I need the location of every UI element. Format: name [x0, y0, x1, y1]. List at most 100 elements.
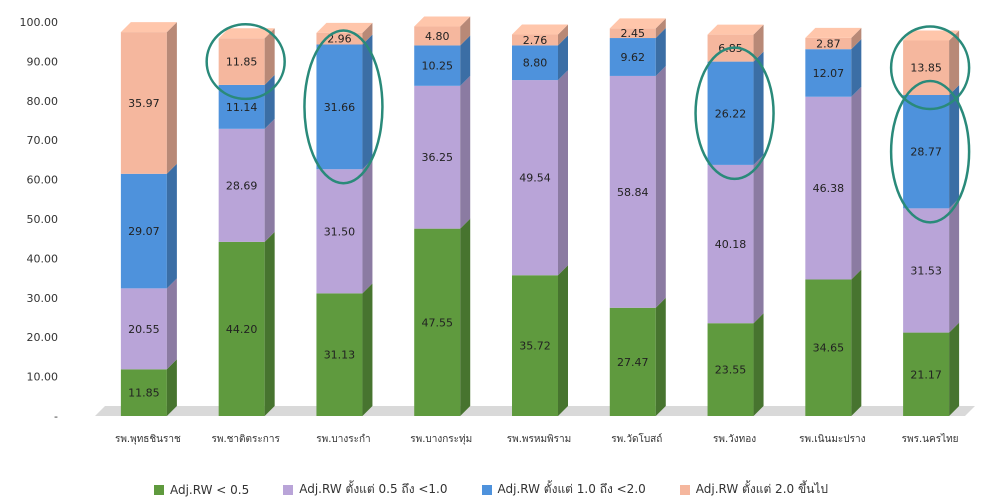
legend-label: Adj.RW ตั้งแต่ 1.0 ถึง <2.0: [497, 482, 646, 496]
bar-segment-side: [558, 35, 568, 81]
data-label: 58.84: [617, 186, 649, 199]
legend-item: Adj.RW < 0.5: [153, 480, 249, 499]
category-label: รพ.เนินมะปราง: [799, 434, 866, 445]
data-label: 13.85: [910, 62, 942, 75]
bar-segment: [512, 34, 558, 46]
data-label: 4.80: [425, 30, 450, 43]
data-label: 2.76: [523, 34, 548, 47]
bar-segment-side: [264, 231, 275, 416]
bar-segment-side: [655, 65, 666, 308]
bar-segment-side: [264, 28, 275, 85]
data-label: 2.45: [621, 27, 646, 40]
bar-segment-side: [558, 265, 568, 416]
bar-segment: [805, 96, 852, 280]
data-label: 35.97: [128, 97, 160, 110]
chart-canvas: - 10.00 20.00 30.00 40.00 50.00 60.00 70.00 80.0…: [20, 16, 975, 445]
bar-segment-side: [949, 30, 960, 96]
y-tick-label: 90.00: [27, 55, 59, 68]
data-label: 47.55: [421, 316, 453, 329]
category-label: รพ.พรหมพิราม: [507, 434, 571, 445]
bar-segment-top: [512, 24, 568, 35]
bar-segment-top: [120, 22, 177, 33]
bar-segment-side: [753, 154, 764, 324]
legend-label: Adj.RW ตั้งแต่ 2.0 ขึ้นไป: [695, 482, 829, 496]
data-label: 29.07: [128, 225, 160, 238]
data-label: 31.50: [324, 225, 356, 238]
bar-segment-side: [460, 16, 471, 46]
data-label: 31.53: [910, 264, 942, 277]
bar-segment: [316, 32, 363, 45]
bar-segment-side: [851, 269, 862, 416]
bar-segment: [707, 164, 754, 324]
y-tick-label: 60.00: [27, 174, 59, 187]
data-label: 12.07: [813, 67, 845, 80]
highlight-ellipse: [205, 22, 286, 101]
y-tick-label: 70.00: [27, 134, 59, 147]
bar-segment: [903, 332, 950, 416]
legend-item: Adj.RW ตั้งแต่ 2.0 ขึ้นไป: [679, 480, 829, 499]
category-label: รพ.ชาติตระการ: [212, 434, 281, 445]
y-tick-label: 30.00: [27, 292, 59, 305]
y-tick-label: 80.00: [27, 95, 59, 108]
bar-segment: [414, 45, 461, 86]
bar-segment: [512, 80, 558, 276]
bar-segment: [120, 288, 167, 370]
bar-segment: [120, 32, 167, 174]
data-label: 20.55: [128, 323, 160, 336]
bar-segment-side: [166, 278, 177, 370]
bar-segment-side: [166, 163, 177, 289]
bar-segment-side: [655, 28, 666, 76]
y-tick-label: 40.00: [27, 252, 59, 265]
data-label: 46.38: [813, 182, 845, 195]
data-label: 34.65: [813, 342, 845, 355]
bar-segment-top: [218, 28, 275, 39]
bar-segment: [218, 128, 265, 242]
bar-segment: [903, 95, 950, 209]
bar-segment: [609, 307, 656, 416]
data-label: 31.13: [324, 349, 356, 362]
data-label: 26.22: [715, 107, 747, 120]
legend-item: Adj.RW ตั้งแต่ 0.5 ถึง <1.0: [283, 480, 448, 499]
category-label: รพ.บางกระทุ่ม: [410, 434, 472, 445]
bar-segment: [218, 241, 265, 416]
category-label: รพร.นครไทย: [902, 433, 959, 445]
legend-item: Adj.RW ตั้งแต่ 1.0 ถึง <2.0: [481, 480, 646, 499]
bar-segment-side: [851, 39, 862, 97]
bar-segment: [609, 75, 656, 308]
legend-label: Adj.RW ตั้งแต่ 0.5 ถึง <1.0: [299, 482, 448, 496]
bar-segment-side: [362, 283, 373, 416]
bar-segment-side: [655, 18, 666, 39]
data-label: 11.85: [128, 387, 160, 400]
data-label: 28.77: [910, 146, 942, 159]
bar-segment-side: [753, 51, 764, 165]
data-label: 2.96: [327, 33, 352, 46]
bar-segment-side: [949, 85, 960, 209]
y-tick-label: 50.00: [27, 213, 59, 226]
data-label: 31.66: [324, 101, 356, 114]
data-label: 2.87: [816, 38, 841, 51]
category-label: รพ.พุทธชินราช: [115, 434, 181, 445]
data-label: 36.25: [421, 151, 453, 164]
bar-segment: [903, 40, 950, 96]
bar-segment-side: [264, 118, 275, 242]
bar-segment-side: [949, 322, 960, 416]
category-label: รพ.วังทอง: [713, 434, 756, 445]
highlight-ellipse: [889, 79, 971, 224]
bar-segment-side: [166, 22, 177, 174]
chart-legend: Adj.RW < 0.5 Adj.RW ตั้งแต่ 0.5 ถึง <1.0 A…: [0, 480, 982, 499]
data-label: 49.54: [519, 172, 551, 185]
y-tick-label: 20.00: [27, 331, 59, 344]
data-label: 8.80: [523, 57, 548, 70]
bar-segment: [120, 173, 167, 289]
category-label: รพ.วัดโบสถ์: [611, 432, 662, 445]
bar-segment: [218, 38, 265, 85]
bar-segment-side: [558, 24, 568, 46]
bar-segment: [609, 28, 656, 39]
legend-swatch: [283, 484, 294, 495]
y-tick-label: 10.00: [27, 371, 59, 384]
bar-segment-side: [558, 70, 568, 276]
bar-segment: [414, 85, 461, 229]
data-label: 21.17: [910, 368, 942, 381]
bar-segment-side: [753, 313, 764, 416]
bar-segment: [512, 275, 558, 416]
